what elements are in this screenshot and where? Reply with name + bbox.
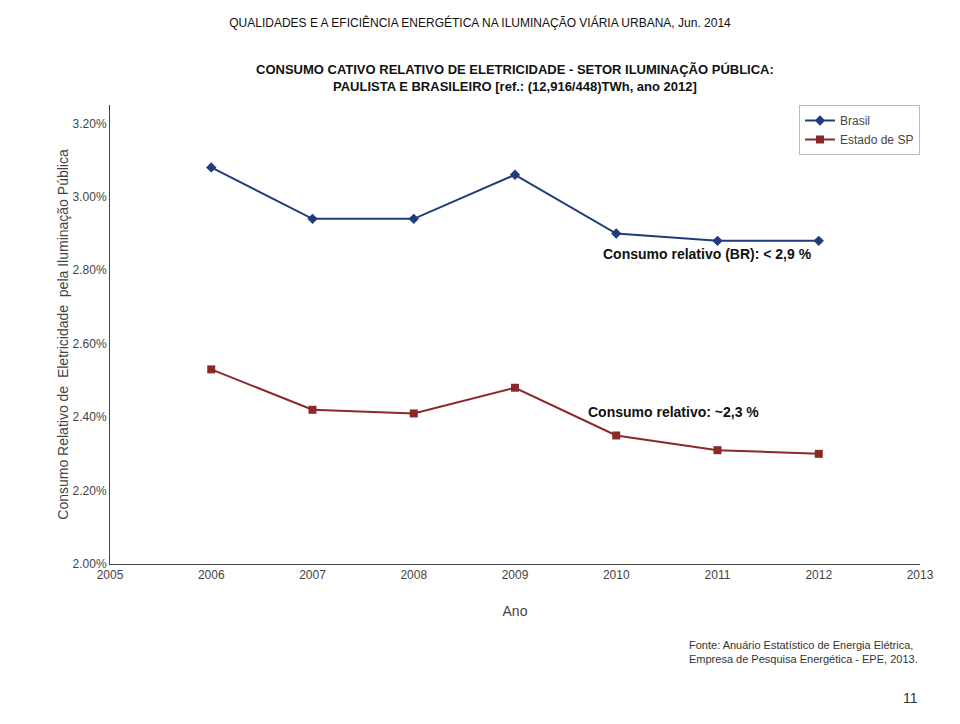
svg-text:3.00%: 3.00% [73,190,107,204]
svg-text:CONSUMO CATIVO RELATIVO DE ELE: CONSUMO CATIVO RELATIVO DE ELETRICIDADE … [256,62,774,94]
svg-text:2.20%: 2.20% [73,484,107,498]
svg-text:Ano: Ano [503,603,528,619]
svg-text:2011: 2011 [705,568,731,582]
svg-text:2006: 2006 [198,568,225,582]
svg-text:2.40%: 2.40% [73,410,107,424]
svg-text:Fonte: Anuário Estatístico de: Fonte: Anuário Estatístico de Energia El… [689,639,918,665]
svg-text:Consumo Relativo de Eletricid: Consumo Relativo de Eletricidade pela Il… [55,149,71,520]
svg-text:2005: 2005 [97,568,124,582]
svg-text:Brasil: Brasil [840,114,870,128]
svg-text:3.20%: 3.20% [73,117,107,131]
svg-text:2009: 2009 [502,568,529,582]
svg-text:2.00%: 2.00% [73,557,107,571]
svg-text:2012: 2012 [805,568,832,582]
svg-text:2007: 2007 [299,568,326,582]
svg-text:2.60%: 2.60% [73,337,107,351]
svg-text:QUALIDADES E A EFICIÊNCIA ENER: QUALIDADES E A EFICIÊNCIA ENERGÉTICA NA … [229,15,731,30]
svg-text:Consumo relativo: ~2,3 %: Consumo relativo: ~2,3 % [588,404,759,420]
svg-text:2008: 2008 [400,568,427,582]
svg-text:11: 11 [903,690,918,706]
svg-text:Consumo relativo (BR): < 2,9 %: Consumo relativo (BR): < 2,9 % [603,246,812,262]
svg-text:2013: 2013 [907,568,934,582]
svg-text:2.80%: 2.80% [73,263,107,277]
svg-text:Estado de SP: Estado de SP [840,133,913,147]
svg-text:2010: 2010 [603,568,630,582]
